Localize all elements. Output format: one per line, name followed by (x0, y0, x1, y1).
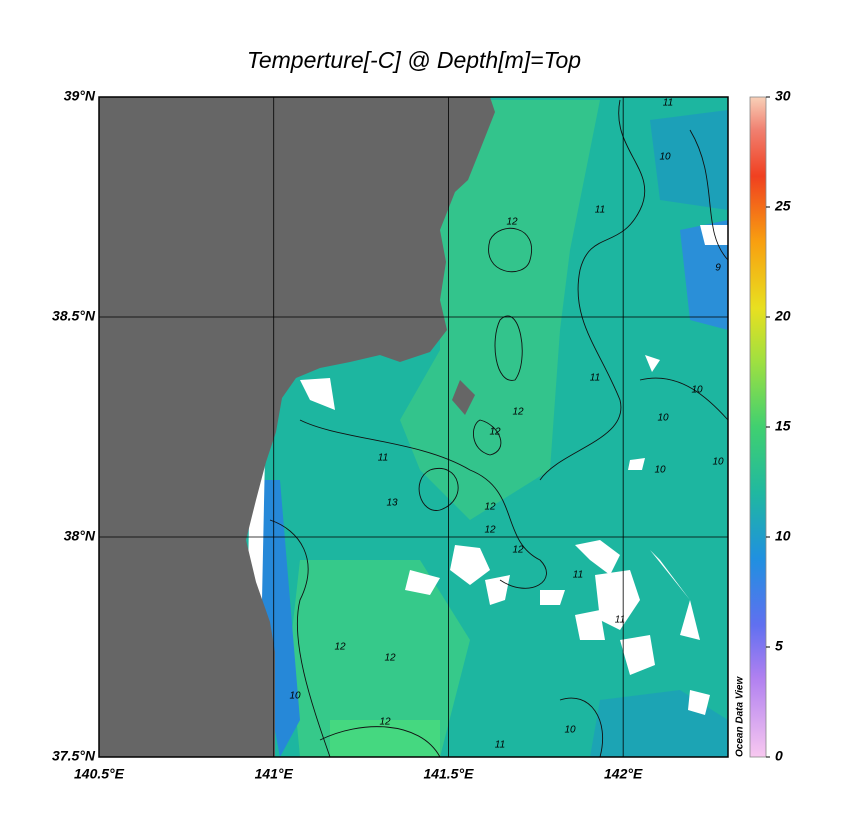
land (99, 97, 495, 757)
contour-label: 11 (663, 98, 673, 109)
contour-label: 12 (379, 717, 391, 728)
contour-label: 10 (691, 385, 703, 396)
contour-lines (269, 99, 728, 757)
y-tick-label: 38°N (64, 528, 96, 544)
colorbar-tick-label: 5 (775, 638, 783, 654)
colorbar-tick-label: 30 (775, 88, 791, 104)
map-area (99, 97, 728, 757)
x-tick-label: 141.5°E (423, 766, 474, 782)
warm-patch (290, 560, 470, 757)
colorbar (749, 96, 767, 758)
contour-label: 12 (506, 217, 518, 228)
contour-label: 12 (334, 642, 346, 653)
cool-patch (650, 110, 728, 210)
watermark: Ocean Data View (735, 676, 746, 757)
map-title: Temperture[-C] @ Depth[m]=Top (247, 47, 581, 73)
contour-label: 11 (573, 570, 583, 581)
contour-label: 9 (715, 263, 721, 274)
island (452, 380, 475, 415)
colorbar-tick-label: 20 (774, 308, 791, 324)
y-tick-label: 38.5°N (52, 308, 96, 324)
contour-label: 10 (657, 413, 669, 424)
contour-label: 11 (495, 740, 505, 751)
contour-label: 12 (512, 407, 524, 418)
y-tick-label: 39°N (64, 88, 96, 104)
warm-patch (330, 720, 440, 757)
contour-label: 10 (659, 152, 671, 163)
contour-label: 12 (384, 653, 396, 664)
contour-label: 11 (378, 453, 388, 464)
cool-patch (680, 220, 728, 330)
contour-label: 12 (484, 525, 496, 536)
x-tick-label: 142°E (604, 766, 643, 782)
contour-label: 10 (289, 691, 301, 702)
contour-label: 11 (595, 205, 605, 216)
contour-label: 12 (489, 427, 501, 438)
colorbar-tick-label: 15 (775, 418, 791, 434)
colorbar-tick-label: 0 (775, 748, 783, 764)
x-tick-label: 141°E (255, 766, 294, 782)
contour-label: 10 (564, 725, 576, 736)
contour-label: 13 (386, 498, 398, 509)
warm-patch (400, 100, 600, 520)
colorbar-tick-label: 10 (775, 528, 791, 544)
contour-label: 10 (712, 457, 724, 468)
x-tick-label: 140.5°E (74, 766, 125, 782)
contour-label: 11 (590, 373, 600, 384)
y-tick-label: 37.5°N (52, 748, 96, 764)
contour-label: 12 (512, 545, 524, 556)
contour-label: 10 (654, 465, 666, 476)
contour-label: 11 (615, 615, 625, 626)
contour-label: 12 (484, 502, 496, 513)
map-frame (98, 96, 729, 758)
colorbar-tick-label: 25 (774, 198, 791, 214)
